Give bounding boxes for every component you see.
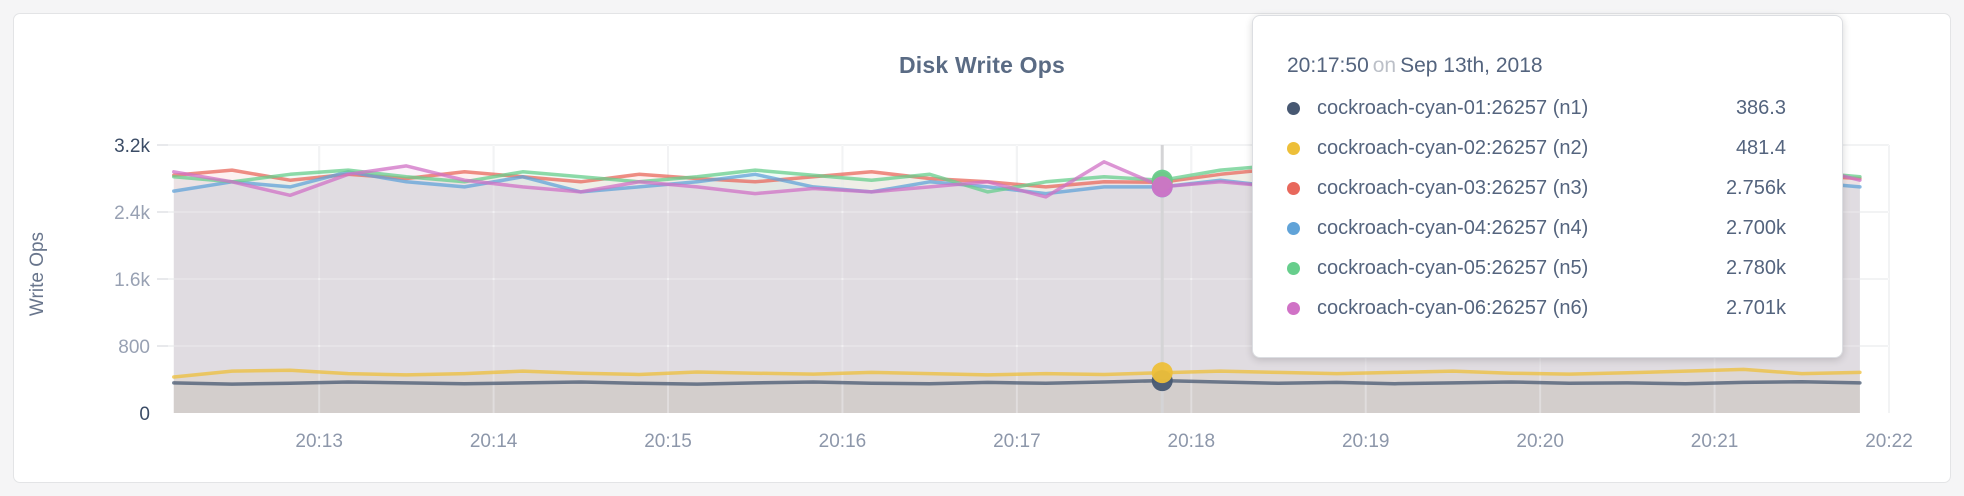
series-value: 2.700k: [1725, 216, 1786, 239]
series-value: 2.701k: [1725, 296, 1786, 319]
tooltip-rows: cockroach-cyan-01:26257 (n1) 386.3 cockroa…: [1287, 88, 1806, 328]
series-value: 2.780k: [1725, 256, 1786, 279]
series-value: 2.756k: [1725, 176, 1786, 199]
tooltip-row: cockroach-cyan-04:26257 (n4) 2.700k: [1287, 208, 1806, 248]
series-color-dot-icon: [1287, 221, 1300, 235]
x-tick-label: 20:21: [1691, 431, 1739, 452]
x-tick-label: 20:18: [1168, 431, 1216, 452]
y-tick-label: 800: [118, 337, 150, 358]
x-tick-label: 20:13: [295, 431, 343, 452]
series-value: 386.3: [1735, 96, 1786, 119]
y-tick-label: 3.2k: [114, 136, 150, 157]
tooltip-time: 20:17:50: [1287, 54, 1369, 77]
series-label: cockroach-cyan-01:26257 (n1): [1317, 96, 1589, 119]
series-color-dot-icon: [1287, 141, 1300, 155]
x-tick-label: 20:22: [1865, 431, 1913, 452]
series-label: cockroach-cyan-03:26257 (n3): [1317, 176, 1589, 199]
hover-dot-6: [1151, 176, 1173, 198]
tooltip-header: 20:17:50 on Sep 13th, 2018: [1287, 54, 1806, 78]
x-tick-label: 20:19: [1342, 431, 1390, 452]
x-tick-label: 20:14: [470, 431, 518, 452]
tooltip-row: cockroach-cyan-02:26257 (n2) 481.4: [1287, 128, 1806, 168]
tooltip-date: Sep 13th, 2018: [1400, 54, 1543, 77]
tooltip-row: cockroach-cyan-01:26257 (n1) 386.3: [1287, 88, 1806, 128]
tooltip-row: cockroach-cyan-06:26257 (n6) 2.701k: [1287, 288, 1806, 328]
series-area-1: [173, 380, 1860, 413]
series-label: cockroach-cyan-06:26257 (n6): [1317, 296, 1589, 319]
hover-dot-2: [1151, 362, 1173, 384]
tooltip-connector: on: [1372, 54, 1397, 77]
series-label: cockroach-cyan-02:26257 (n2): [1317, 136, 1589, 159]
hover-tooltip: 20:17:50 on Sep 13th, 2018 cockroach-cyan-…: [1252, 15, 1843, 358]
x-tick-label: 20:15: [644, 431, 692, 452]
series-color-dot-icon: [1287, 301, 1300, 315]
y-axis-title: Write Ops: [27, 231, 48, 317]
series-color-dot-icon: [1287, 101, 1300, 115]
y-tick-label: 2.4k: [114, 203, 150, 224]
series-area-2: [173, 369, 1860, 413]
series-line-2: [172, 367, 1862, 379]
series-line-1: [172, 378, 1862, 386]
y-tick-label: 1.6k: [114, 270, 150, 291]
y-tick-label: 0: [139, 404, 150, 425]
series-color-dot-icon: [1287, 261, 1300, 275]
series-label: cockroach-cyan-04:26257 (n4): [1317, 216, 1589, 239]
series-color-dot-icon: [1287, 181, 1300, 195]
tooltip-row: cockroach-cyan-05:26257 (n5) 2.780k: [1287, 248, 1806, 288]
x-tick-label: 20:20: [1516, 431, 1564, 452]
chart-title: Disk Write Ops: [899, 52, 1065, 78]
x-tick-label: 20:16: [819, 431, 867, 452]
tooltip-row: cockroach-cyan-03:26257 (n3) 2.756k: [1287, 168, 1806, 208]
series-label: cockroach-cyan-05:26257 (n5): [1317, 256, 1589, 279]
x-tick-label: 20:17: [993, 431, 1041, 452]
series-value: 481.4: [1735, 136, 1786, 159]
